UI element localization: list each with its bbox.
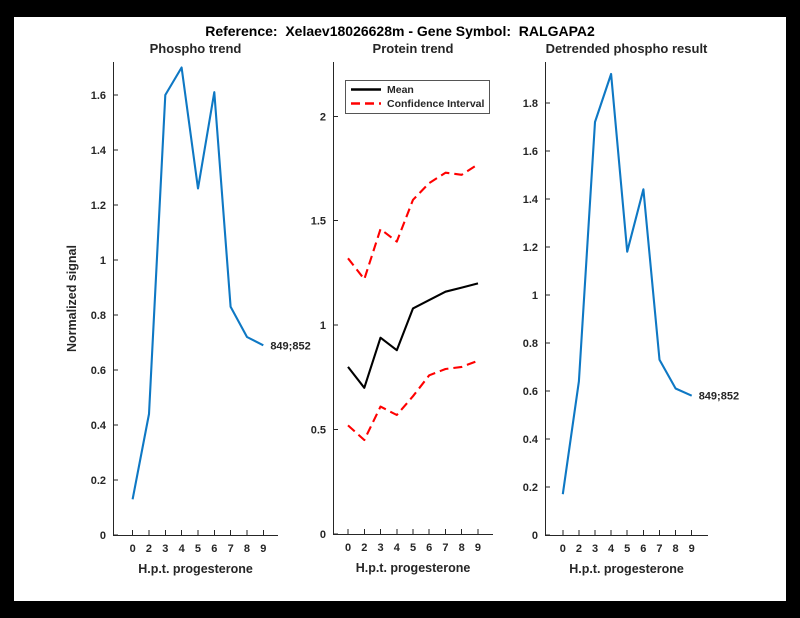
figure-title: Reference: Xelaev18026628m - Gene Symbol…: [205, 23, 595, 39]
y-tick-label: 1: [320, 320, 326, 332]
y-tick-label: 0: [320, 529, 326, 541]
y-tick-label: 0.8: [91, 310, 106, 322]
x-tick-label: 9: [475, 542, 481, 554]
series-ci-lower: [347, 359, 479, 442]
x-tick-label: 2: [361, 542, 367, 554]
legend-box: [345, 80, 490, 114]
plot-title: Phospho trend: [150, 41, 242, 56]
x-tick-label: 6: [426, 542, 432, 554]
y-tick-label: 0.8: [523, 338, 538, 350]
plot-1: 0 2 3 4 5 6 7 8 900.20.40.60.811.21.41.6Phospho …: [65, 41, 311, 576]
y-tick-label: 0.4: [91, 420, 107, 432]
series-end-label: 849;852: [270, 340, 310, 352]
y-tick-label: 1.2: [523, 242, 538, 254]
y-tick-label: 1: [532, 290, 538, 302]
x-tick-label: 9: [260, 543, 266, 555]
plots-svg: 0 2 3 4 5 6 7 8 900.20.40.60.811.21.41.6Phospho …: [65, 41, 739, 576]
x-axis-label: H.p.t. progesterone: [356, 561, 471, 575]
y-tick-label: 0.4: [523, 434, 539, 446]
series-end-label: 849;852: [699, 391, 739, 403]
y-tick-label: 0.6: [523, 386, 538, 398]
x-tick-label: 7: [228, 543, 234, 555]
x-tick-label: 8: [244, 543, 250, 555]
x-axis-label: H.p.t. progesterone: [569, 562, 684, 576]
x-tick-label: 7: [656, 543, 662, 555]
y-tick-label: 1.2: [91, 200, 106, 212]
y-tick-label: 0.2: [91, 475, 106, 487]
y-tick-label: 1: [100, 255, 106, 267]
x-tick-label: 6: [211, 543, 217, 555]
x-tick-label: 4: [179, 543, 186, 555]
y-tick-label: 0.5: [311, 425, 326, 437]
x-tick-label: 3: [162, 543, 168, 555]
series-mean: [347, 282, 479, 389]
y-tick-label: 1.8: [523, 98, 538, 110]
series-phospho-signal: [131, 66, 264, 500]
figure-canvas: Reference: Xelaev18026628m - Gene Symbol…: [14, 17, 786, 601]
x-tick-label: 4: [394, 542, 401, 554]
y-tick-label: 1.6: [523, 146, 538, 158]
x-tick-label: 3: [377, 542, 383, 554]
x-tick-label: 9: [689, 543, 695, 555]
x-tick-label: 5: [624, 543, 630, 555]
y-tick-label: 0: [532, 530, 538, 542]
x-tick-label: 8: [459, 542, 465, 554]
plot-title: Detrended phospho result: [546, 41, 708, 56]
x-tick-label: 0: [345, 542, 351, 554]
x-tick-label: 5: [195, 543, 201, 555]
x-tick-label: 2: [146, 543, 152, 555]
y-tick-label: 0.2: [523, 482, 538, 494]
y-tick-label: 0.6: [91, 365, 106, 377]
plot-3: 0 2 3 4 5 6 7 8 900.20.40.60.811.21.41.61.8Detre…: [523, 41, 739, 576]
y-tick-label: 1.4: [91, 145, 107, 157]
x-tick-label: 7: [442, 542, 448, 554]
x-tick-label: 0: [560, 543, 566, 555]
series-detrended-signal: [561, 72, 693, 495]
x-tick-label: 0: [130, 543, 136, 555]
y-tick-label: 2: [320, 111, 326, 123]
x-tick-label: 4: [608, 543, 615, 555]
y-tick-label: 1.4: [523, 194, 539, 206]
x-axis-label: H.p.t. progesterone: [138, 562, 253, 576]
legend-label: Confidence Interval: [387, 98, 485, 110]
legend: Mean Confidence Interval: [345, 80, 490, 114]
y-axis-label: Normalized signal: [65, 245, 79, 352]
x-tick-label: 3: [592, 543, 598, 555]
series-ci-upper: [347, 163, 479, 281]
x-tick-label: 6: [640, 543, 646, 555]
y-tick-label: 1.5: [311, 216, 326, 228]
plot-title: Protein trend: [373, 41, 454, 56]
x-tick-label: 2: [576, 543, 582, 555]
x-tick-label: 5: [410, 542, 416, 554]
x-tick-label: 8: [673, 543, 679, 555]
legend-label: Mean: [387, 84, 414, 96]
y-tick-label: 0: [100, 530, 106, 542]
y-tick-label: 1.6: [91, 90, 106, 102]
